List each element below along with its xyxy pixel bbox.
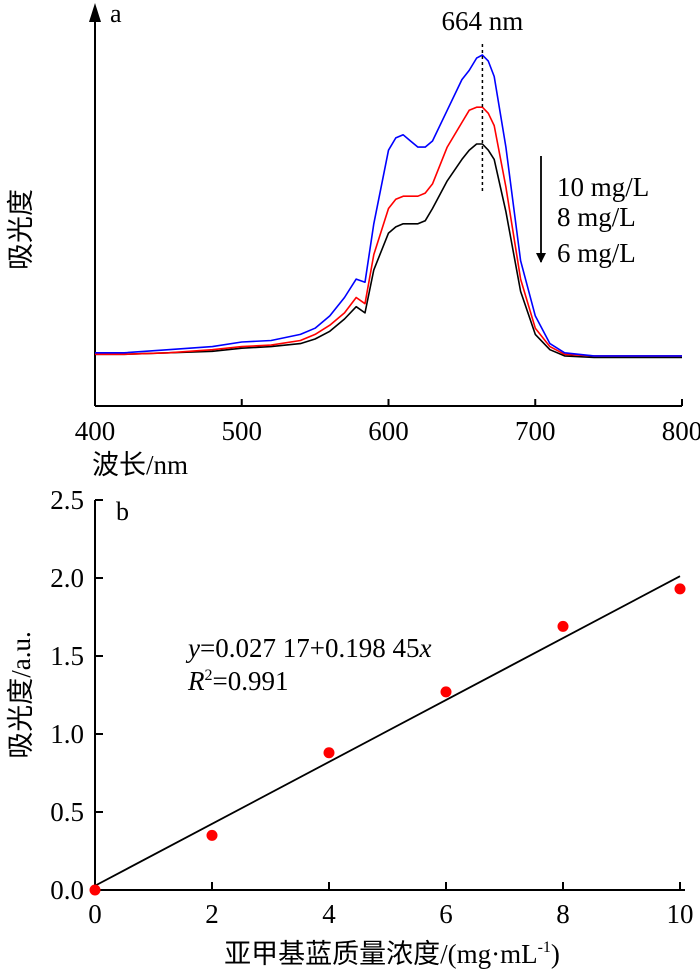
panel-a-x-tick-label: 500 <box>222 416 263 446</box>
panel-b-fit-line-group <box>94 575 681 887</box>
panel-b-x-axis-title: 亚甲基蓝质量浓度/(mg·mL-1) <box>224 939 560 969</box>
panel-b-y-tick-label: 2.0 <box>50 563 84 593</box>
panel-b-y-axis-title: 吸光度/a.u. <box>6 631 36 759</box>
panel-b-data-point <box>440 686 452 698</box>
panel-b-x-tick-label: 0 <box>88 899 102 929</box>
panel-a-x-ticks <box>94 399 683 406</box>
panel-b-y-ticks: 0.0 0.5 1.0 1.5 2.0 2.5 <box>50 485 103 905</box>
panel-b-y-tick-label: 1.5 <box>50 641 84 671</box>
panel-a-series-line-0 <box>95 54 682 357</box>
panel-b-r-squared: R2=0.991 <box>187 666 288 696</box>
panel-b-x-axis-title-main: 亚甲基蓝质量浓度/(mg·mL <box>224 939 537 969</box>
panel-b-label: b <box>116 497 129 526</box>
panel-b-data-point <box>206 829 218 841</box>
panel-b-y-tick-label: 0.5 <box>50 797 84 827</box>
panel-a-y-axis-title: 吸光度 <box>6 189 36 270</box>
panel-a-x-tick-label: 700 <box>515 416 556 446</box>
panel-b-equation-x-var: x <box>418 633 431 663</box>
panel-b-x-axis-title-close: ) <box>551 939 560 969</box>
panel-a-x-axis-title: 波长/nm <box>92 450 188 480</box>
panel-b-r-var: R <box>187 666 205 696</box>
panel-a-y-axis-arrow <box>89 3 101 22</box>
panel-a-series <box>95 54 682 359</box>
panel-b-x-tick-label: 6 <box>439 899 453 929</box>
panel-a-chart: a 400 500 600 700 800 波长/nm 吸光度 664 nm 10 mg… <box>6 0 700 480</box>
panel-a-x-tick-label: 600 <box>368 416 409 446</box>
panel-b-r-value: =0.991 <box>213 666 289 696</box>
panel-b-r-sup: 2 <box>205 667 213 684</box>
panel-b-data-point <box>89 884 101 896</box>
panel-b-equation-y-var: y <box>185 633 200 663</box>
panel-b-equation: y=0.027 17+0.198 45x <box>185 633 431 663</box>
panel-b-y-tick-label: 1.0 <box>50 719 84 749</box>
panel-b-chart: b 0.0 0.5 1.0 1.5 2.0 2.5 0 2 4 6 8 10 y=0.027 17+… <box>6 485 694 969</box>
panel-b-x-tick-label: 10 <box>667 899 694 929</box>
panel-b-x-axis-title-sup: -1 <box>538 939 551 956</box>
panel-a-x-tick-labels: 400 500 600 700 800 <box>75 416 700 446</box>
panel-b-data-point <box>557 620 569 632</box>
panel-b-y-tick-label: 2.5 <box>50 485 84 515</box>
panel-b-x-tick-label: 4 <box>322 899 336 929</box>
panel-a-legend-6: 6 mg/L <box>557 238 636 268</box>
panel-b-x-tick-label: 8 <box>556 899 570 929</box>
panel-a-legend-8: 8 mg/L <box>557 202 636 232</box>
panel-a-label: a <box>110 0 122 28</box>
panel-a-series-line-1 <box>95 106 682 357</box>
panel-a-x-tick-label: 800 <box>662 416 700 446</box>
panel-b-y-tick-label: 0.0 <box>50 875 84 905</box>
panel-a-series-line-2 <box>95 143 682 359</box>
panel-b-fit-line <box>94 575 681 887</box>
panel-a-peak-label: 664 nm <box>442 6 524 36</box>
panel-a-x-tick-label: 400 <box>75 416 116 446</box>
panel-a-legend: 10 mg/L 8 mg/L 6 mg/L <box>557 172 649 268</box>
panel-b-equation-body: =0.027 17+0.198 45 <box>200 633 419 663</box>
panel-b-data-points <box>89 583 686 896</box>
panel-a-legend-10: 10 mg/L <box>557 172 649 202</box>
panel-b-data-point <box>674 583 686 595</box>
panel-b-data-point <box>323 747 335 759</box>
panel-b-x-tick-label: 2 <box>205 899 219 929</box>
